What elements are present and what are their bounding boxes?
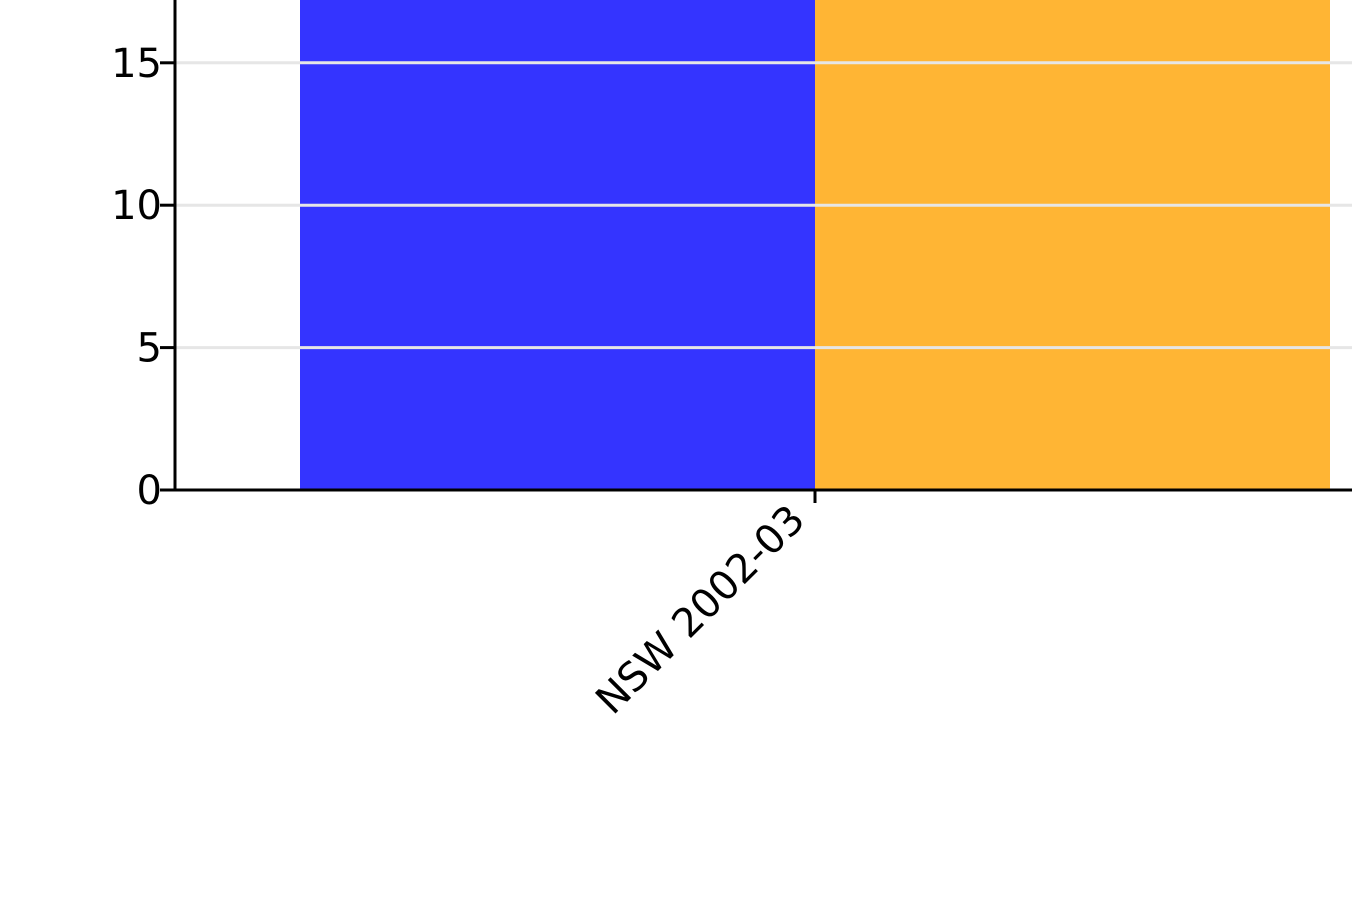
y-tick-label: 5	[137, 326, 162, 372]
bar-1	[815, 0, 1330, 491]
x-ticks: NSW 2002-03	[587, 490, 817, 724]
y-ticks: 0 5 10 15	[111, 41, 175, 514]
y-tick-label: 10	[111, 183, 162, 229]
gridlines	[175, 61, 1352, 350]
axes	[173, 0, 1352, 492]
bars	[300, 0, 1330, 491]
y-tick-label: 15	[111, 41, 162, 87]
y-tick-label: 0	[137, 468, 162, 514]
x-tick-label: NSW 2002-03	[587, 497, 814, 724]
bar-0	[300, 0, 815, 491]
